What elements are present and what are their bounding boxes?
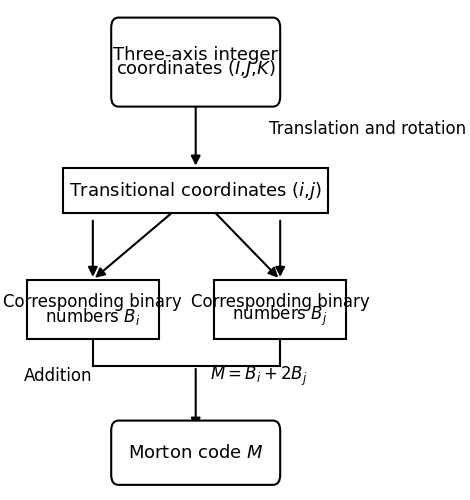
Text: numbers $\mathit{B_i}$: numbers $\mathit{B_i}$ (45, 306, 141, 327)
Text: coordinates ($\mathit{I}$,$\mathit{J}$,$\mathit{K}$): coordinates ($\mathit{I}$,$\mathit{J}$,$… (116, 58, 275, 80)
Text: Morton code $\mathit{M}$: Morton code $\mathit{M}$ (128, 444, 263, 462)
Text: Three-axis integer: Three-axis integer (113, 46, 278, 64)
Text: Translation and rotation: Translation and rotation (269, 120, 466, 138)
FancyBboxPatch shape (27, 280, 159, 339)
FancyBboxPatch shape (214, 280, 346, 339)
Text: Corresponding binary: Corresponding binary (191, 294, 369, 312)
FancyBboxPatch shape (111, 420, 280, 485)
Text: Transitional coordinates ($\mathit{i}$,$\mathit{j}$): Transitional coordinates ($\mathit{i}$,$… (69, 180, 322, 202)
Text: $\mathit{M} = \mathit{B_i} + 2\mathit{B_j}$: $\mathit{M} = \mathit{B_i} + 2\mathit{B_… (211, 364, 308, 388)
FancyBboxPatch shape (63, 168, 328, 213)
Text: numbers $\mathit{B_j}$: numbers $\mathit{B_j}$ (233, 304, 328, 328)
FancyBboxPatch shape (111, 18, 280, 106)
Text: Corresponding binary: Corresponding binary (3, 294, 182, 312)
Text: Addition: Addition (24, 367, 93, 385)
